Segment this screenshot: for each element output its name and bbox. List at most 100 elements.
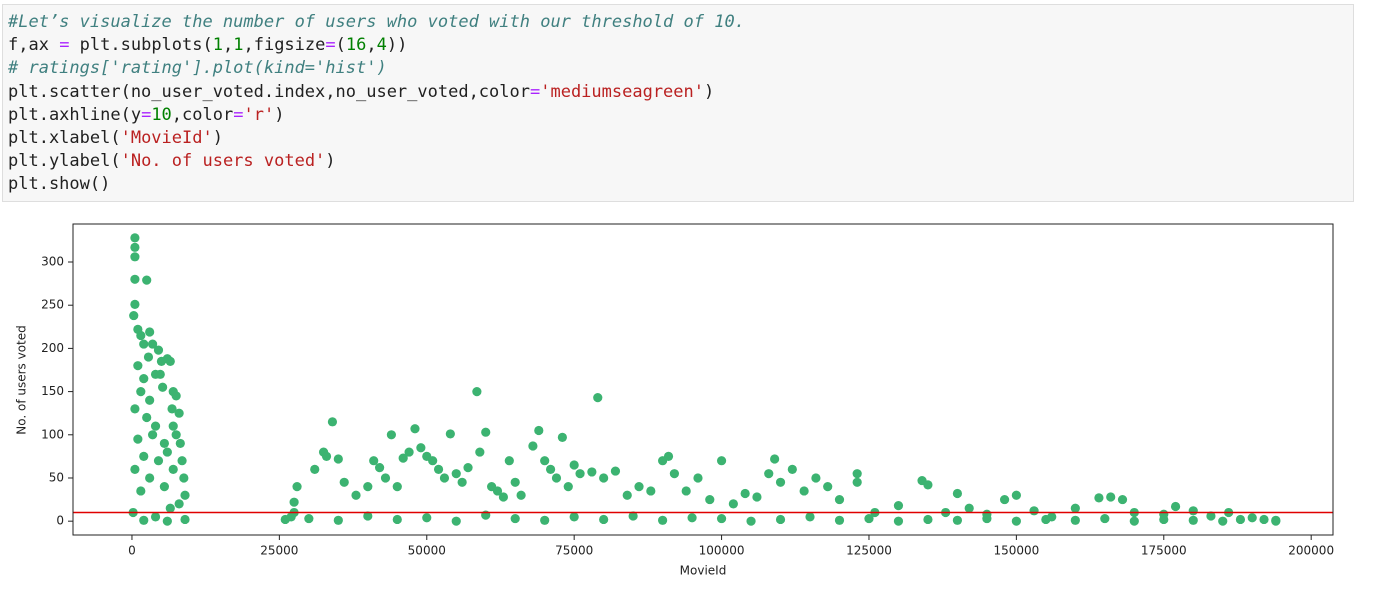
code-line: f,ax = plt.subplots(1,1,figsize=(16,4)) (8, 34, 1353, 57)
point (159, 438, 169, 449)
point (557, 432, 567, 442)
point (852, 477, 862, 487)
point (130, 242, 140, 252)
point (327, 417, 338, 427)
point (153, 456, 164, 466)
point (1041, 514, 1051, 525)
point (136, 486, 146, 496)
code-token: ,figsize (243, 35, 326, 56)
point (463, 463, 473, 473)
point (339, 477, 349, 487)
point (130, 233, 140, 243)
point (646, 486, 656, 496)
points (128, 233, 1281, 526)
code-token: 'No. of users voted' (120, 151, 326, 172)
code-token: = (141, 104, 152, 125)
point (823, 482, 833, 492)
point (136, 386, 146, 397)
point (145, 327, 155, 337)
point (481, 427, 491, 437)
code-line: #Let’s visualize the number of users who… (8, 11, 1353, 34)
point (179, 473, 189, 483)
x-tick-label: 200000 (1288, 544, 1334, 558)
point (321, 451, 332, 461)
point (380, 473, 391, 483)
point (159, 482, 169, 492)
point (1247, 513, 1257, 523)
point (923, 514, 933, 525)
point (167, 404, 177, 414)
code-cell[interactable]: #Let’s visualize the number of users who… (2, 4, 1354, 202)
point (145, 395, 155, 405)
code-token: ( (335, 35, 346, 56)
point (805, 512, 815, 522)
point (834, 494, 845, 505)
point (168, 464, 178, 474)
point (174, 408, 184, 418)
point (351, 490, 361, 500)
point (304, 513, 314, 524)
code-token: 'r' (243, 104, 275, 125)
x-tick-label: 50000 (408, 544, 446, 558)
point (139, 339, 149, 349)
code-line: plt.show() (8, 173, 1353, 196)
point (964, 503, 974, 513)
point (528, 441, 538, 451)
code-token: 10 (151, 104, 172, 125)
point (333, 515, 343, 525)
point (687, 513, 697, 523)
point (392, 514, 402, 525)
x-tick-label: 0 (128, 544, 136, 558)
point (155, 369, 165, 379)
point (289, 497, 299, 507)
point (563, 482, 573, 492)
point (716, 513, 727, 524)
point (551, 473, 562, 483)
point (510, 513, 520, 524)
code-line: plt.scatter(no_user_voted.index,no_user_… (8, 81, 1353, 104)
point (516, 490, 526, 500)
point (136, 330, 146, 341)
point (177, 456, 187, 466)
point (634, 482, 644, 492)
point (999, 494, 1010, 505)
point (622, 490, 632, 500)
point (162, 447, 172, 457)
point (952, 515, 963, 525)
point (693, 473, 703, 483)
code-token: plt.xlabel( (8, 127, 121, 148)
point (142, 275, 152, 285)
point (893, 516, 904, 526)
point (142, 412, 152, 423)
point (770, 454, 780, 464)
point (416, 443, 426, 453)
point (705, 494, 715, 505)
point (175, 438, 185, 449)
point (130, 464, 140, 474)
code-token: 1 (212, 35, 223, 56)
point (1170, 501, 1181, 512)
code-token: ) (325, 151, 336, 172)
point (663, 451, 674, 461)
point (457, 477, 467, 487)
point (540, 515, 550, 525)
point (510, 477, 520, 487)
point (740, 488, 750, 499)
code-line: plt.xlabel('MovieId') (8, 127, 1353, 150)
point (787, 464, 797, 474)
point (1259, 514, 1269, 525)
point (1159, 514, 1169, 525)
point (1271, 516, 1281, 526)
point (1029, 506, 1039, 516)
code-token: 4 (376, 35, 387, 56)
code-token: # ratings['rating'].plot(kind='hist') (8, 58, 387, 79)
point (752, 492, 762, 502)
point (834, 515, 845, 525)
point (133, 361, 143, 371)
point (180, 514, 190, 525)
point (492, 486, 503, 496)
point (587, 467, 597, 477)
point (133, 434, 143, 444)
point (569, 512, 579, 522)
point (150, 421, 161, 431)
